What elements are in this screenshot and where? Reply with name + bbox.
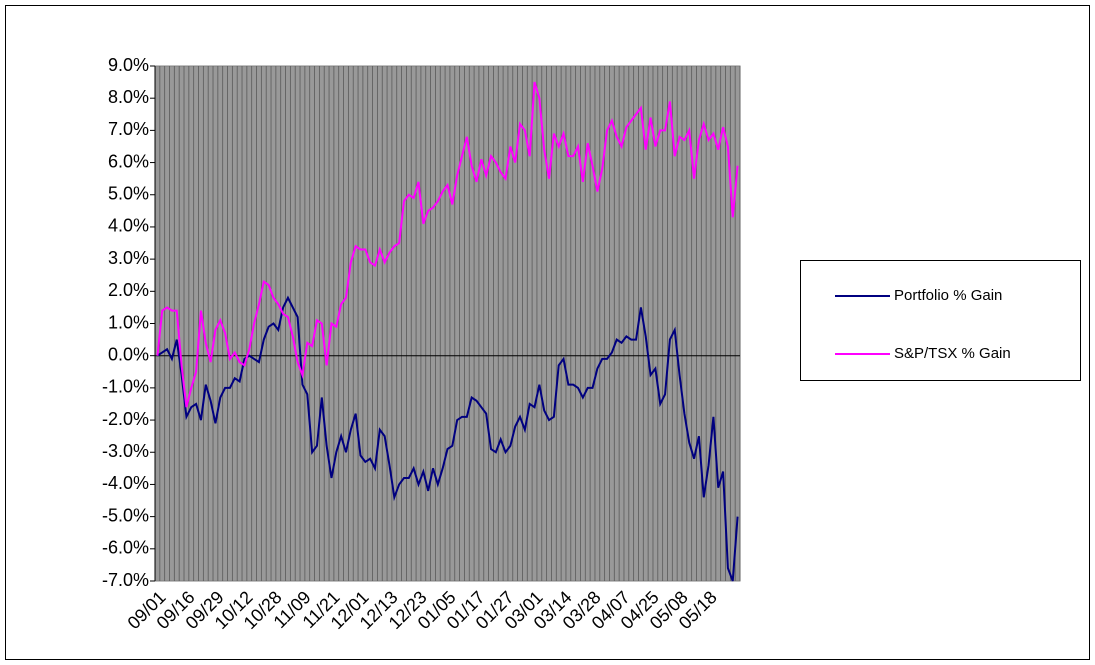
y-tick-label: -3.0%	[102, 441, 149, 461]
legend-box	[800, 260, 1081, 381]
y-tick-label: -4.0%	[102, 473, 149, 493]
y-tick-label: 0.0%	[108, 344, 149, 364]
y-tick-label: 2.0%	[108, 280, 149, 300]
legend-label: S&P/TSX % Gain	[894, 345, 1011, 362]
y-tick-label: 5.0%	[108, 184, 149, 204]
series-line	[156, 81, 739, 408]
y-tick-label: 7.0%	[108, 119, 149, 139]
y-tick-label: 3.0%	[108, 248, 149, 268]
y-tick-label: -6.0%	[102, 538, 149, 558]
y-tick-label: 1.0%	[108, 312, 149, 332]
y-tick-label: 4.0%	[108, 216, 149, 236]
series-line	[156, 295, 739, 582]
y-tick-label: -5.0%	[102, 505, 149, 525]
y-tick-label: 8.0%	[108, 87, 149, 107]
y-tick-label: 6.0%	[108, 151, 149, 171]
legend-label: Portfolio % Gain	[894, 287, 1002, 304]
y-tick-label: -1.0%	[102, 377, 149, 397]
y-tick-label: -7.0%	[102, 570, 149, 590]
legend: Portfolio % Gain S&P/TSX % Gain	[800, 260, 1081, 381]
y-tick-label: -2.0%	[102, 409, 149, 429]
plot-area	[154, 65, 741, 582]
y-tick-label: 9.0%	[108, 55, 149, 75]
